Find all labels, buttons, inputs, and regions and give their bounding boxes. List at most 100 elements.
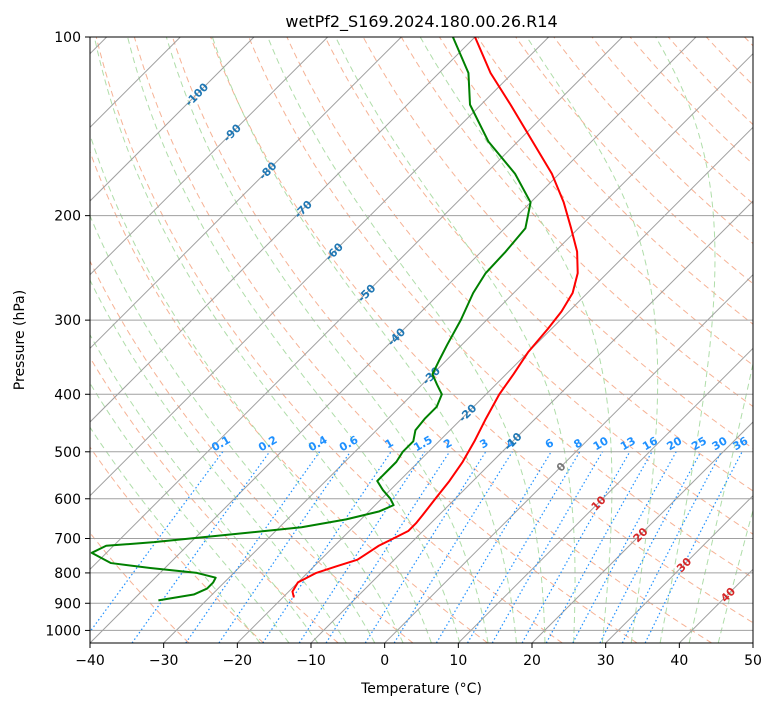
mixing-ratio-line [599, 451, 702, 643]
mixing-ratio-label: 1 [383, 436, 396, 451]
moist-adiabat-line [90, 133, 404, 643]
mixing-ratio-line [521, 451, 631, 643]
isotherm-line [531, 421, 753, 643]
dry-adiabat-line [248, 37, 753, 579]
mixing-ratio-line [644, 451, 743, 643]
mixing-ratio-line [545, 451, 653, 643]
x-tick-label: −10 [296, 653, 326, 669]
dry-adiabat-line [210, 37, 753, 624]
isotherm-line [384, 273, 753, 643]
x-axis-label: Temperature (°C) [360, 681, 482, 697]
mixing-ratio-label: 8 [571, 436, 584, 451]
dry-adiabat-line [477, 37, 753, 325]
isotherm-line [90, 37, 329, 276]
dry-adiabat-line [90, 356, 339, 643]
isotherm-line [90, 37, 550, 497]
mixing-ratio-label: 0.1 [209, 433, 232, 454]
x-tick-label: −30 [149, 653, 179, 669]
isotherm-label: -50 [355, 281, 378, 304]
background-labels: 0.1 0.2 0.4 0.6 1 1.5 2 3 4 6 8 10 13 16 20 25 30 36-100-… [183, 80, 751, 605]
isotherm-label: -30 [420, 364, 443, 387]
moist-adiabat-line [90, 333, 319, 643]
mixing-ratio-label: 30 [710, 434, 730, 453]
isotherm-line [163, 52, 753, 643]
dry-adiabat-line [90, 260, 414, 643]
x-tick-label: 30 [597, 653, 615, 669]
x-tick-label: 20 [523, 653, 541, 669]
dry-adiabat-line [90, 446, 264, 643]
x-tick-label: −40 [75, 653, 105, 669]
isotherm-line [90, 37, 402, 350]
dry-adiabat-line [90, 150, 488, 643]
mixing-ratio-line [325, 451, 451, 643]
isotherm-line [457, 347, 753, 643]
mixing-ratio-line [185, 451, 321, 643]
moist-adiabat-line [90, 279, 347, 643]
mixing-ratio-label: 0.6 [337, 433, 361, 454]
mixing-ratio-line [572, 451, 677, 643]
mixing-ratio-line [131, 451, 271, 643]
isotherm-line [310, 200, 753, 643]
profile-lines [90, 37, 579, 602]
y-tick-label: 300 [54, 313, 81, 329]
dewpoint-profile-line [90, 37, 532, 602]
isotherm-line [90, 37, 255, 202]
mixing-ratio-line [364, 451, 487, 643]
x-tick-label: 50 [744, 653, 762, 669]
dry-adiabat-line [172, 37, 713, 643]
mixing-ratio-label: 25 [689, 434, 709, 453]
moist-adiabat-line [127, 37, 461, 643]
dry-adiabat-line [744, 37, 753, 47]
moist-adiabat-line [93, 37, 432, 643]
y-tick-label: 400 [54, 387, 81, 403]
isotherm-label: -100 [183, 80, 212, 109]
moist-adiabat-line [90, 214, 376, 643]
mixing-ratio-line [262, 451, 392, 643]
mixing-ratio-line [298, 451, 426, 643]
moist-adiabat-line [688, 361, 753, 643]
y-axis-label: Pressure (hPa) [12, 290, 28, 390]
plot-frame [89, 36, 754, 644]
isotherm-line [678, 568, 753, 643]
mixing-ratio-label: 20 [665, 434, 685, 453]
x-axis: −40 −30 −20 −10 0 10 20 30 40 50 [75, 643, 762, 669]
isotherm-line [90, 37, 476, 423]
dry-adiabat-line [515, 37, 753, 285]
y-tick-label: 500 [54, 445, 81, 461]
x-tick-label: 0 [380, 653, 389, 669]
x-tick-label: −20 [223, 653, 253, 669]
y-tick-label: 700 [54, 532, 81, 548]
y-axis: 100 200 300 400 500 600 700 800 900 1000 [45, 30, 90, 639]
moist-adiabat-line [717, 508, 753, 643]
dry-adiabat-line [286, 37, 753, 535]
chart-title: wetPf2_S169.2024.180.00.26.R14 [285, 12, 557, 32]
mixing-ratio-line [218, 451, 351, 643]
moist-adiabat-line [526, 37, 659, 643]
y-tick-label: 800 [54, 566, 81, 582]
isotherm-line [752, 642, 753, 643]
y-tick-label: 1000 [45, 623, 81, 639]
mixing-ratio-label: 3 [477, 436, 490, 451]
moist-adiabat-line [655, 37, 716, 643]
dry-adiabat-line [667, 37, 753, 126]
mixing-ratio-label: 0.2 [256, 433, 279, 454]
moist-adiabat-line [419, 37, 613, 643]
moist-adiabat-line [267, 37, 546, 643]
mixing-ratio-label: 36 [730, 434, 750, 453]
background-lines [90, 37, 753, 643]
moist-adiabat-line [335, 37, 576, 643]
dry-adiabat-line [705, 37, 753, 86]
dry-adiabat-line [95, 37, 563, 643]
isotherm-line [90, 37, 623, 571]
isotherm-line [90, 37, 697, 643]
x-tick-label: 10 [449, 653, 467, 669]
dry-adiabat-line [324, 37, 753, 492]
isotherm-label: -90 [221, 121, 244, 144]
mixing-ratio-label: 10 [591, 434, 611, 453]
mixing-ratio-label: 16 [640, 434, 660, 453]
moist-adiabat-line [90, 426, 261, 643]
y-tick-label: 100 [54, 30, 81, 46]
isotherm-line [605, 494, 753, 643]
